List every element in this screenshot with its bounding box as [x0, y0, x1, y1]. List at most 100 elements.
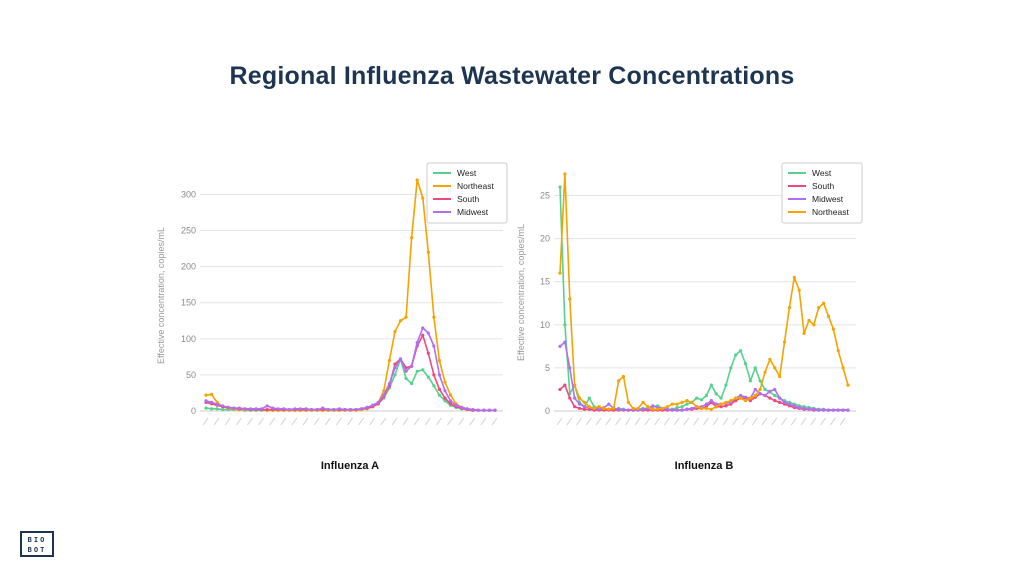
- data-point: [204, 399, 208, 403]
- x-tick-mark: [458, 417, 465, 426]
- data-point: [646, 405, 650, 409]
- data-point: [563, 172, 567, 176]
- data-point: [437, 358, 442, 363]
- data-point: [616, 407, 621, 411]
- influenza-b-chart: 0 5 10 15 20 25 Effective concentration, copie…: [516, 162, 863, 426]
- data-point: [821, 408, 826, 412]
- data-point: [734, 399, 738, 403]
- data-point: [621, 374, 626, 379]
- x-tick-mark: [491, 417, 498, 426]
- data-point: [675, 405, 679, 410]
- data-point: [326, 407, 330, 412]
- data-point: [226, 405, 230, 409]
- data-point: [704, 406, 709, 411]
- data-point: [592, 406, 596, 411]
- data-point: [636, 406, 640, 411]
- data-point: [709, 399, 713, 403]
- legend-label: West: [812, 168, 832, 178]
- data-point: [753, 366, 757, 370]
- data-point: [215, 407, 219, 411]
- data-point: [348, 407, 353, 412]
- data-point: [807, 407, 811, 411]
- x-tick-mark: [556, 417, 563, 426]
- y-tick-label: 0: [545, 406, 550, 416]
- data-point: [304, 407, 308, 411]
- data-point: [651, 404, 655, 408]
- legend-label: Midwest: [457, 207, 489, 217]
- data-point: [831, 327, 835, 331]
- data-point: [563, 323, 567, 327]
- data-point: [421, 326, 425, 330]
- data-point: [293, 407, 297, 411]
- x-tick-mark: [654, 417, 661, 426]
- data-point: [714, 392, 718, 396]
- data-point: [410, 364, 414, 368]
- x-tick-mark: [820, 417, 827, 426]
- y-axis-label: Effective concentration, copies/mL: [516, 224, 526, 361]
- data-point: [714, 405, 718, 409]
- data-point: [680, 408, 684, 412]
- x-tick-mark: [595, 417, 602, 426]
- x-tick-mark: [335, 417, 342, 426]
- data-point: [821, 301, 826, 305]
- x-tick-mark: [324, 417, 331, 426]
- data-point: [665, 405, 669, 409]
- data-point: [476, 408, 480, 412]
- data-point: [753, 393, 757, 398]
- series-south: [204, 333, 497, 412]
- y-tick-label: 0: [191, 406, 196, 416]
- data-point: [287, 407, 291, 412]
- data-point: [807, 318, 811, 323]
- legend-label: South: [457, 194, 479, 204]
- data-point: [602, 406, 606, 411]
- data-point: [298, 407, 303, 411]
- data-point: [573, 396, 577, 400]
- data-point: [597, 407, 601, 411]
- x-tick-mark: [402, 417, 409, 426]
- data-point: [426, 331, 430, 335]
- data-point: [768, 357, 772, 361]
- x-tick-mark: [566, 417, 573, 426]
- data-point: [670, 402, 674, 406]
- data-point: [343, 407, 347, 412]
- x-tick-mark: [839, 417, 846, 426]
- x-tick-mark: [202, 417, 209, 426]
- data-point: [743, 395, 748, 399]
- data-point: [443, 396, 447, 400]
- data-point: [573, 405, 577, 409]
- x-tick-mark: [722, 417, 729, 426]
- data-point: [641, 400, 645, 404]
- data-point: [460, 405, 464, 409]
- data-point: [734, 353, 738, 357]
- data-point: [695, 396, 699, 400]
- influenza-b-caption: Influenza B: [674, 460, 734, 472]
- data-point: [387, 358, 392, 363]
- data-point: [724, 400, 728, 404]
- x-tick-mark: [369, 417, 376, 426]
- x-tick-mark: [302, 417, 309, 426]
- data-point: [371, 403, 375, 407]
- data-point: [826, 314, 831, 318]
- data-point: [812, 323, 816, 327]
- x-tick-mark: [235, 417, 242, 426]
- y-tick-label: 25: [540, 191, 550, 201]
- data-point: [607, 402, 611, 406]
- data-point: [729, 366, 733, 370]
- data-point: [660, 406, 665, 411]
- data-point: [587, 396, 591, 400]
- data-point: [421, 368, 425, 372]
- data-point: [626, 408, 630, 412]
- x-tick-mark: [751, 417, 758, 426]
- influenza-a-caption: Influenza A: [320, 460, 380, 472]
- data-point: [739, 396, 743, 400]
- logo-line-1: BIO: [27, 536, 47, 544]
- data-point: [454, 403, 458, 407]
- data-point: [597, 405, 601, 409]
- data-point: [443, 399, 447, 403]
- y-tick-label: 15: [540, 277, 550, 287]
- data-point: [631, 406, 635, 411]
- x-tick-mark: [644, 417, 651, 426]
- x-tick-mark: [663, 417, 670, 426]
- x-tick-mark: [732, 417, 739, 426]
- x-tick-mark: [213, 417, 220, 426]
